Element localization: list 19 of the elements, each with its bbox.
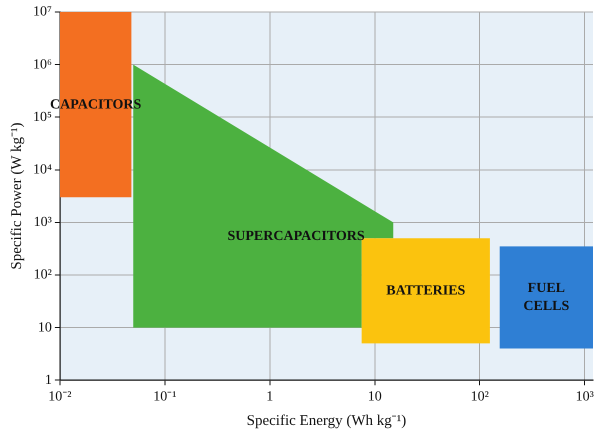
- y-tick-label: 10⁴: [32, 162, 52, 178]
- x-tick-label: 10³: [576, 389, 594, 404]
- y-tick-label: 10³: [34, 215, 52, 230]
- series-label: FUEL CELLS: [523, 281, 570, 314]
- x-tick-label: 10: [368, 389, 382, 404]
- y-axis-title: Specific Power (W kg⁻¹): [8, 122, 25, 270]
- x-tick-label: 10⁻²: [48, 389, 72, 404]
- x-axis-title: Specific Energy (Wh kg⁻¹): [246, 412, 406, 429]
- series-label: BATTERIES: [386, 283, 466, 298]
- y-tick-label: 10⁷: [32, 4, 52, 20]
- y-tick-label: 10⁵: [32, 110, 52, 125]
- y-tick-label: 10²: [34, 268, 52, 283]
- y-tick-label: 10⁶: [32, 57, 52, 72]
- x-tick-label: 10²: [470, 389, 489, 404]
- y-tick-label: 1: [44, 372, 52, 388]
- x-tick-label: 10⁻¹: [153, 389, 176, 404]
- series-label: SUPERCAPACITORS: [227, 229, 365, 244]
- y-tick-label: 10: [38, 320, 52, 336]
- x-tick-label: 1: [266, 389, 274, 404]
